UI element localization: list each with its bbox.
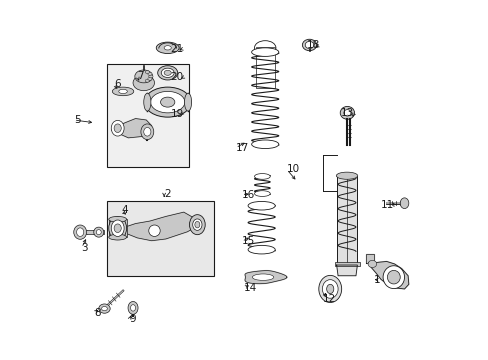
Ellipse shape (189, 215, 205, 235)
Text: 13: 13 (341, 108, 354, 118)
Ellipse shape (74, 225, 86, 239)
Text: 8: 8 (94, 308, 100, 318)
Text: 17: 17 (235, 143, 248, 153)
Ellipse shape (108, 216, 126, 222)
Ellipse shape (135, 70, 152, 83)
Bar (336, 176, 357, 265)
Text: 5: 5 (74, 115, 80, 125)
Ellipse shape (99, 304, 110, 313)
Ellipse shape (305, 41, 313, 49)
Text: 4: 4 (121, 205, 128, 215)
Ellipse shape (133, 75, 154, 91)
Ellipse shape (400, 198, 408, 208)
Bar (108, 219, 126, 237)
Ellipse shape (111, 220, 124, 237)
Text: 21: 21 (170, 44, 183, 54)
Text: 15: 15 (241, 237, 254, 247)
Ellipse shape (302, 39, 316, 51)
Text: 11: 11 (381, 200, 394, 210)
Ellipse shape (112, 87, 134, 96)
Ellipse shape (144, 87, 190, 117)
Ellipse shape (114, 124, 121, 132)
Bar (107, 64, 189, 167)
Polygon shape (365, 254, 373, 263)
Ellipse shape (114, 224, 121, 233)
Ellipse shape (367, 260, 376, 267)
Text: 20: 20 (170, 72, 183, 82)
Bar (334, 262, 359, 266)
Text: 18: 18 (306, 40, 320, 50)
Bar (107, 202, 214, 276)
Ellipse shape (322, 280, 337, 298)
Ellipse shape (318, 275, 341, 302)
Ellipse shape (184, 93, 191, 111)
Ellipse shape (147, 77, 152, 80)
Ellipse shape (247, 202, 275, 210)
Text: 9: 9 (129, 314, 136, 324)
Ellipse shape (108, 234, 126, 240)
Ellipse shape (150, 91, 184, 113)
Ellipse shape (108, 217, 126, 240)
Ellipse shape (251, 140, 278, 149)
Polygon shape (368, 261, 408, 289)
Ellipse shape (161, 68, 174, 77)
Ellipse shape (252, 274, 273, 280)
Ellipse shape (251, 48, 278, 57)
Bar (255, 47, 274, 88)
Text: 3: 3 (81, 243, 88, 253)
Ellipse shape (141, 124, 153, 140)
Ellipse shape (148, 225, 160, 237)
Ellipse shape (119, 89, 127, 94)
Bar (77, 230, 104, 234)
Ellipse shape (147, 72, 152, 75)
Text: 2: 2 (164, 189, 170, 199)
Ellipse shape (164, 46, 171, 50)
Polygon shape (336, 265, 357, 276)
Text: 6: 6 (114, 78, 121, 89)
Text: 1: 1 (373, 275, 380, 285)
Ellipse shape (111, 120, 124, 136)
Ellipse shape (164, 70, 171, 75)
Ellipse shape (386, 270, 400, 284)
Ellipse shape (343, 110, 350, 116)
Ellipse shape (145, 79, 149, 82)
Ellipse shape (148, 75, 153, 78)
Text: 16: 16 (241, 190, 254, 200)
Text: 10: 10 (286, 164, 299, 174)
Ellipse shape (254, 41, 275, 55)
Polygon shape (111, 118, 151, 138)
Ellipse shape (157, 66, 177, 80)
Text: 14: 14 (244, 283, 257, 293)
Polygon shape (114, 212, 198, 241)
Ellipse shape (156, 42, 179, 54)
Ellipse shape (192, 219, 202, 230)
Ellipse shape (102, 306, 107, 311)
Ellipse shape (336, 172, 357, 179)
Text: 7: 7 (137, 71, 143, 81)
Ellipse shape (382, 266, 404, 289)
Ellipse shape (194, 221, 200, 228)
Text: 12: 12 (323, 294, 336, 303)
Ellipse shape (340, 107, 354, 119)
Ellipse shape (143, 127, 151, 136)
Ellipse shape (254, 191, 270, 197)
Ellipse shape (145, 71, 149, 73)
Ellipse shape (96, 230, 101, 235)
Ellipse shape (247, 246, 275, 254)
Ellipse shape (326, 284, 333, 294)
Ellipse shape (254, 174, 270, 179)
Ellipse shape (143, 93, 151, 111)
Ellipse shape (160, 97, 175, 107)
Ellipse shape (77, 228, 83, 237)
Polygon shape (244, 271, 286, 284)
Text: 19: 19 (170, 109, 183, 119)
Ellipse shape (130, 305, 135, 311)
Ellipse shape (94, 227, 103, 237)
Ellipse shape (128, 301, 138, 314)
